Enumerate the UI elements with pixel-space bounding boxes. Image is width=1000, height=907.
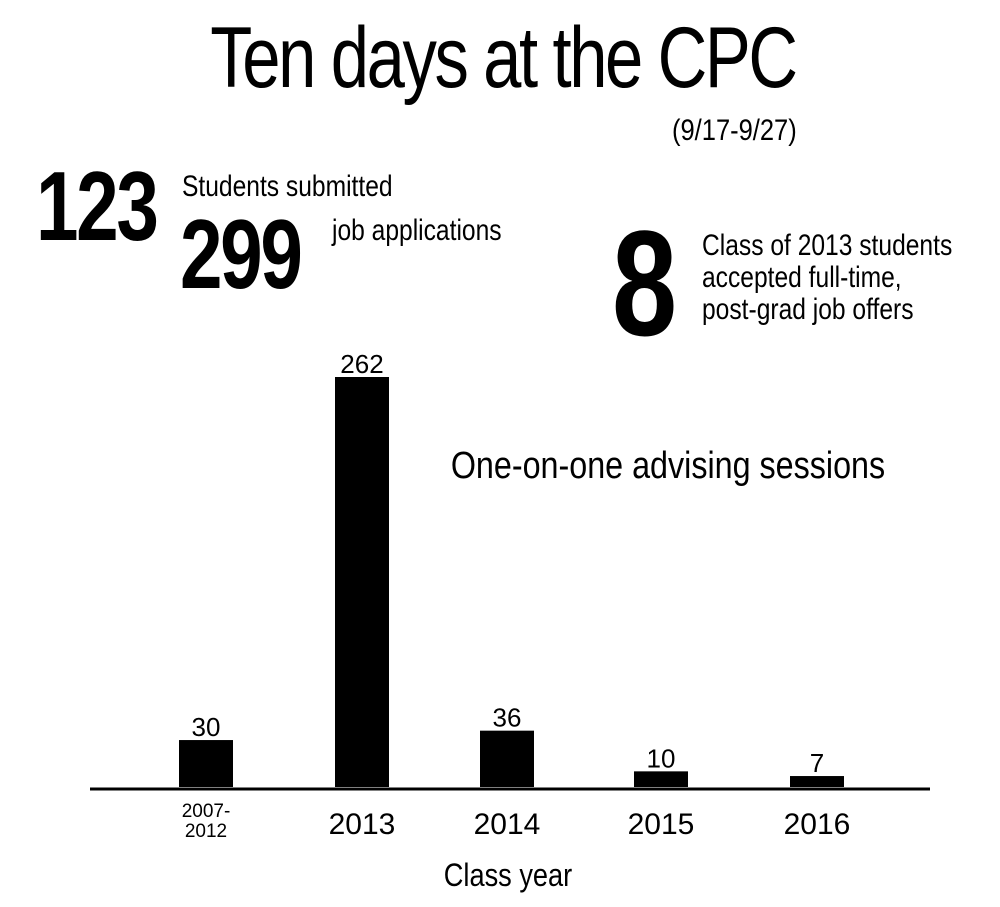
x-axis-label: Class year [444, 858, 573, 894]
students-label: Students submitted [182, 170, 393, 203]
applications-count: 299 [180, 199, 303, 309]
bar-2007-2012 [179, 740, 233, 787]
applications-label: job applications [332, 214, 502, 247]
tick-label-2007-2012: 2007-2012 [182, 801, 231, 842]
ticks-layer: 2007-2012 2013 2014 2015 2016 [182, 801, 851, 842]
offers-label-line-2: accepted full-time, [702, 261, 902, 294]
bar-2014 [480, 730, 534, 787]
tick-label-2013: 2013 [329, 808, 396, 841]
offers-count: 8 [612, 199, 677, 367]
bar-2016 [790, 776, 844, 787]
value-label-2015: 10 [647, 743, 676, 773]
value-label-2014: 36 [493, 703, 522, 733]
bar-2015 [634, 771, 688, 787]
page-title: Ten days at the CPC [210, 10, 798, 106]
value-label-2016: 7 [810, 748, 824, 778]
tick-label-2014: 2014 [474, 808, 541, 841]
chart-title: One-on-one advising sessions [451, 445, 885, 487]
bar-2013 [335, 377, 389, 787]
value-label-2013: 262 [340, 349, 383, 379]
date-range: (9/17-9/27) [672, 114, 797, 147]
bars-layer: 30 262 36 10 7 [179, 349, 844, 787]
tick-label-2016: 2016 [784, 808, 851, 841]
offers-label-line-1: Class of 2013 students [702, 229, 953, 262]
offers-label: Class of 2013 students accepted full-tim… [702, 230, 952, 326]
students-count: 123 [36, 151, 159, 261]
value-label-2007-2012: 30 [192, 712, 221, 742]
tick-label-2015: 2015 [628, 808, 695, 841]
offers-label-line-3: post-grad job offers [702, 293, 914, 326]
